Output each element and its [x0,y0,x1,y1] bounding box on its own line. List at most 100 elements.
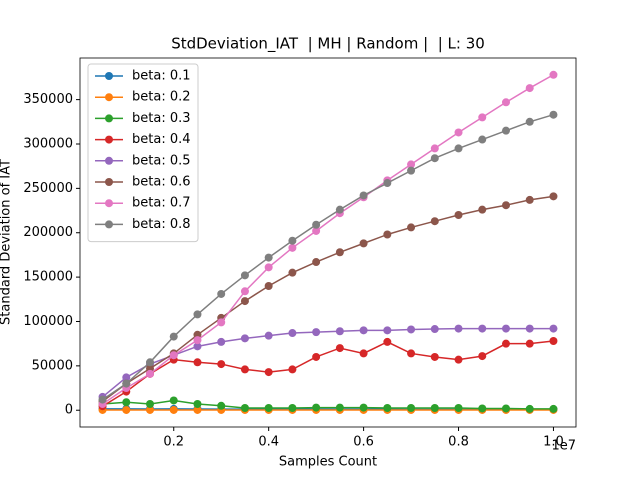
x-tick-label: 0.8 [448,435,469,450]
data-point [169,396,178,405]
data-point [264,331,273,340]
y-tick-label: 350000 [23,92,73,107]
data-point [454,210,463,219]
data-point [264,368,273,377]
data-point [122,398,131,407]
data-point [264,253,273,262]
data-point [335,327,344,336]
data-point [335,205,344,214]
data-point [525,117,534,126]
data-point [454,324,463,333]
x-tick-label: 1.0 [543,435,564,450]
data-point [407,166,416,175]
data-point [407,160,416,169]
x-tick-label: 0.2 [163,435,184,450]
legend-box [87,63,199,243]
data-point [454,355,463,364]
data-point [383,337,392,346]
data-point [264,263,273,272]
legend-label: beta: 0.8 [132,217,191,232]
data-point [383,230,392,239]
data-point [312,258,321,267]
legend-swatch-marker [105,72,113,80]
y-tick-label: 150000 [23,270,73,285]
data-point [288,404,297,413]
data-point [549,337,558,346]
data-point [383,404,392,413]
legend-label: beta: 0.2 [132,90,191,105]
data-point [312,226,321,235]
data-point [193,358,202,367]
data-point [146,400,155,409]
data-point [240,271,249,280]
data-point [430,404,439,413]
data-point [407,325,416,334]
data-point [122,405,131,414]
data-point [407,223,416,232]
legend-swatch-marker [105,156,113,165]
data-point [217,289,226,298]
y-tick-label: 50000 [32,358,73,373]
y-tick-label: 0 [65,403,73,418]
data-point [430,144,439,153]
data-point [430,217,439,226]
data-point [217,401,226,410]
x-offset-label: 1e7 [551,439,576,454]
data-point [193,400,202,409]
data-point [549,324,558,333]
data-point [501,339,510,348]
data-point [454,404,463,413]
data-point [430,325,439,334]
data-point [240,404,249,413]
data-point [193,310,202,319]
plot-frame [79,57,577,428]
data-point [407,349,416,358]
data-point [264,404,273,413]
data-point [240,334,249,343]
data-point [501,404,510,413]
data-point [288,365,297,374]
data-point [359,403,368,412]
legend-label: beta: 0.4 [132,132,191,147]
data-point [217,318,226,327]
data-point [122,373,131,382]
data-point [525,84,534,93]
data-point [335,403,344,412]
data-point [501,201,510,210]
data-point [146,405,155,414]
legend-swatch-marker [105,114,113,123]
data-point [478,324,487,333]
data-point [288,268,297,277]
data-point [430,352,439,361]
data-point [549,404,558,413]
data-point [217,360,226,369]
legend-swatch-marker [105,220,113,229]
data-point [478,205,487,214]
data-point [407,404,416,413]
legend-swatch-marker [105,178,113,186]
data-point [240,297,249,306]
data-point [288,243,297,252]
legend-swatch-marker [105,93,113,102]
data-point [549,192,558,201]
chart-title: StdDeviation_IAT | MH | Random | | L: 30 [171,35,485,54]
legend: beta: 0.1 beta: 0.2 beta: 0.3 beta: 0.4 beta… [87,63,199,243]
data-point [288,236,297,245]
data-point [312,352,321,361]
data-point [146,369,155,378]
legend-label: beta: 0.3 [132,111,191,126]
data-point [501,324,510,333]
series-line [102,74,554,405]
data-point [525,339,534,348]
legend-label: beta: 0.7 [132,196,191,211]
y-tick-label: 300000 [23,136,73,151]
data-point [335,248,344,257]
data-point [549,110,558,119]
data-point [98,395,107,404]
data-point [146,358,155,367]
data-point [383,179,392,188]
data-point [359,349,368,358]
x-axis-label: Samples Count [279,455,377,470]
data-point [525,324,534,333]
